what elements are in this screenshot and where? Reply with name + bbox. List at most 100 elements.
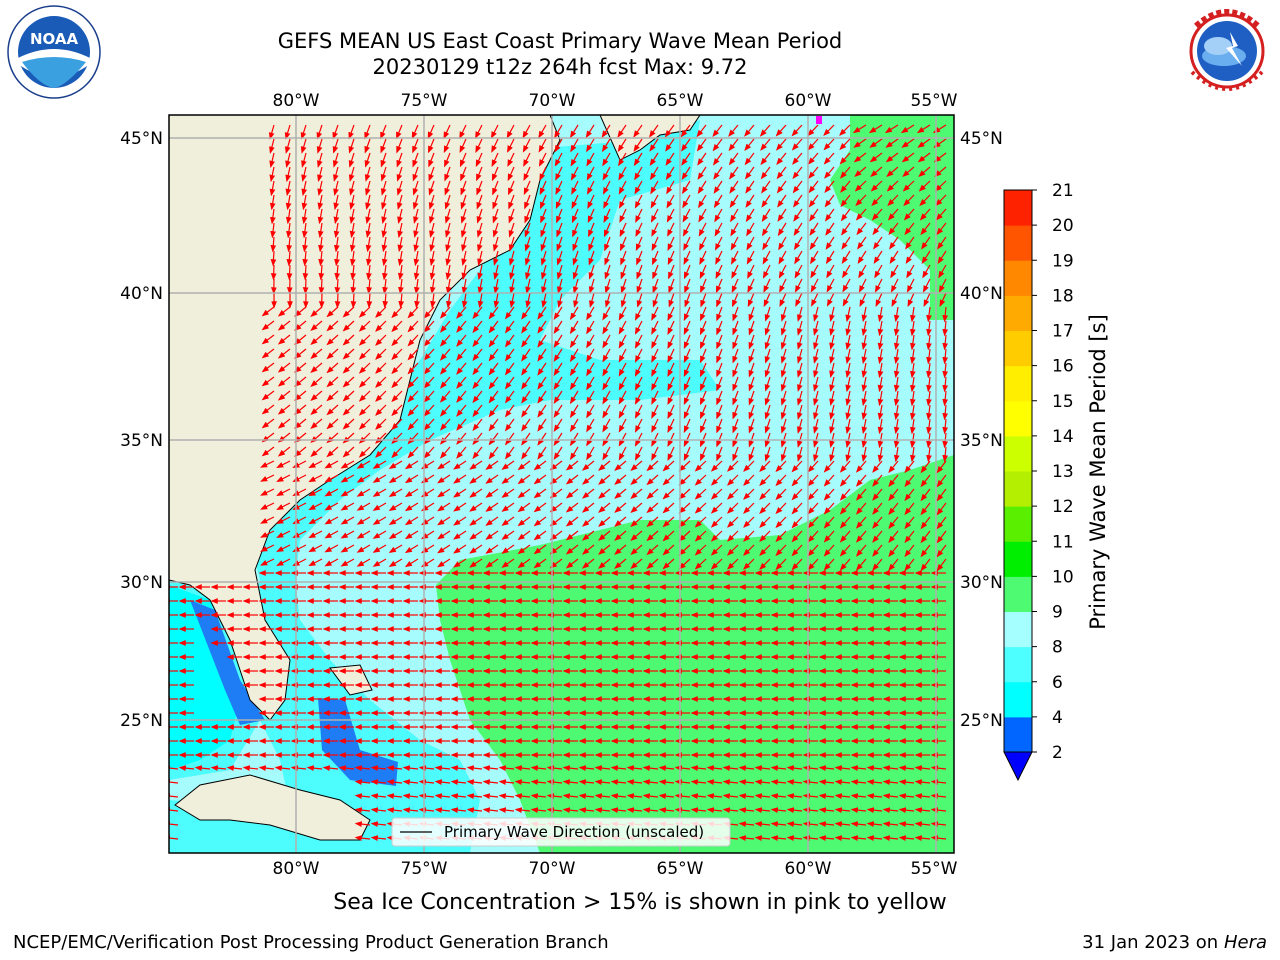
- wave-arrow: [333, 208, 340, 225]
- wave-arrow: [903, 194, 915, 207]
- wave-arrow: [684, 278, 691, 294]
- wave-arrow: [807, 124, 819, 137]
- wave-arrow: [588, 278, 595, 294]
- wave-arrow: [778, 264, 787, 279]
- wave-arrow: [398, 278, 404, 295]
- lon-tick-bottom-60w: 60°W: [785, 859, 832, 879]
- wave-arrow: [858, 278, 867, 293]
- wave-arrow: [730, 208, 739, 223]
- chart-subtitle: 20230129 t12z 264h fcst Max: 9.72: [372, 55, 748, 79]
- wave-arrow: [887, 194, 899, 207]
- lon-tick-bottom-80w: 80°W: [273, 859, 320, 879]
- wave-arrow: [554, 152, 563, 167]
- wave-arrow: [507, 166, 515, 182]
- wave-arrow: [808, 166, 819, 179]
- wave-arrow: [650, 194, 659, 209]
- wave-arrow: [841, 236, 851, 250]
- wave-arrow: [476, 208, 483, 224]
- wave-arrow: [761, 180, 771, 194]
- wave-arrow: [824, 180, 835, 194]
- wave-arrow: [540, 222, 547, 238]
- wave-arrow: [396, 152, 403, 168]
- wave-arrow: [301, 208, 308, 225]
- lat-tick-right-35n: 35°N: [960, 431, 1003, 451]
- wave-arrow: [777, 208, 787, 222]
- wave-arrow: [587, 208, 595, 224]
- wave-arrow: [859, 292, 867, 308]
- wave-period-map: 80°W 75°W 70°W 65°W 60°W 55°W 80°W 75°W …: [120, 91, 1110, 879]
- wave-arrow: [634, 166, 643, 181]
- wave-arrow: [793, 222, 803, 237]
- wave-arrow: [870, 166, 883, 178]
- wave-arrow: [460, 222, 467, 238]
- wave-arrow: [826, 264, 835, 279]
- wave-arrow: [475, 124, 483, 139]
- colorbar-tick-label: 21: [1052, 181, 1074, 201]
- wave-arrow: [732, 292, 739, 308]
- wave-arrow: [349, 194, 355, 211]
- noaa-logo-icon: NOAA: [7, 5, 101, 99]
- wave-arrow: [460, 194, 467, 210]
- wave-arrow: [918, 166, 931, 178]
- wave-arrow: [795, 292, 803, 307]
- wave-arrow: [460, 166, 467, 182]
- lon-tick-bottom-55w: 55°W: [911, 859, 958, 879]
- wave-arrow: [937, 250, 947, 265]
- wave-arrow: [445, 250, 452, 267]
- wave-arrow: [917, 138, 931, 148]
- wave-arrow: [619, 222, 627, 238]
- wave-arrow: [633, 124, 643, 138]
- wave-arrow: [413, 264, 420, 281]
- wave-arrow: [398, 292, 405, 309]
- wave-arrow: [493, 278, 500, 295]
- wave-arrow: [459, 138, 467, 154]
- wave-arrow: [524, 236, 531, 252]
- wave-arrow: [869, 138, 883, 148]
- wave-arrow: [885, 138, 899, 148]
- wave-arrow: [326, 306, 339, 318]
- wave-arrow: [793, 194, 803, 208]
- wave-arrow: [921, 236, 931, 250]
- wave-arrow: [745, 194, 755, 208]
- wave-arrow: [302, 222, 308, 239]
- wave-arrow: [636, 264, 643, 280]
- wave-arrow: [760, 166, 771, 180]
- wave-arrow: [541, 278, 547, 294]
- wave-arrow: [619, 194, 627, 209]
- wave-arrow: [428, 194, 435, 210]
- wave-arrow: [854, 180, 867, 192]
- wave-arrow: [318, 236, 324, 253]
- wave-arrow: [617, 138, 627, 153]
- colorbar-band: [1004, 541, 1032, 577]
- wave-arrow: [522, 124, 531, 139]
- wave-arrow: [934, 180, 947, 192]
- wave-arrow: [382, 264, 388, 281]
- wave-arrow: [270, 236, 277, 253]
- colorbar-band: [1004, 611, 1032, 648]
- wave-arrow: [620, 292, 627, 308]
- wave-arrow: [310, 306, 323, 318]
- wave-arrow: [413, 236, 420, 253]
- lat-tick-right-30n: 30°N: [960, 573, 1003, 593]
- wave-arrow: [872, 222, 883, 236]
- wave-arrow: [269, 194, 276, 211]
- wave-arrow: [760, 138, 771, 151]
- wave-arrow: [508, 250, 515, 266]
- wave-arrow: [350, 278, 357, 295]
- colorbar-band: [1004, 400, 1032, 437]
- wave-arrow: [761, 222, 771, 237]
- wave-arrow: [443, 124, 451, 140]
- wave-arrow: [870, 180, 883, 192]
- wave-arrow: [358, 306, 371, 318]
- wave-arrow: [759, 124, 771, 137]
- wave-arrow: [269, 166, 276, 183]
- lon-tick-top-65w: 65°W: [657, 91, 704, 111]
- wave-arrow: [412, 152, 419, 168]
- wave-arrow: [523, 166, 531, 182]
- wave-arrow: [744, 152, 755, 166]
- wave-arrow: [571, 208, 579, 224]
- wave-arrow: [570, 166, 579, 181]
- wave-arrow: [491, 138, 499, 153]
- wave-arrow: [853, 152, 867, 163]
- wave-arrow: [619, 208, 627, 223]
